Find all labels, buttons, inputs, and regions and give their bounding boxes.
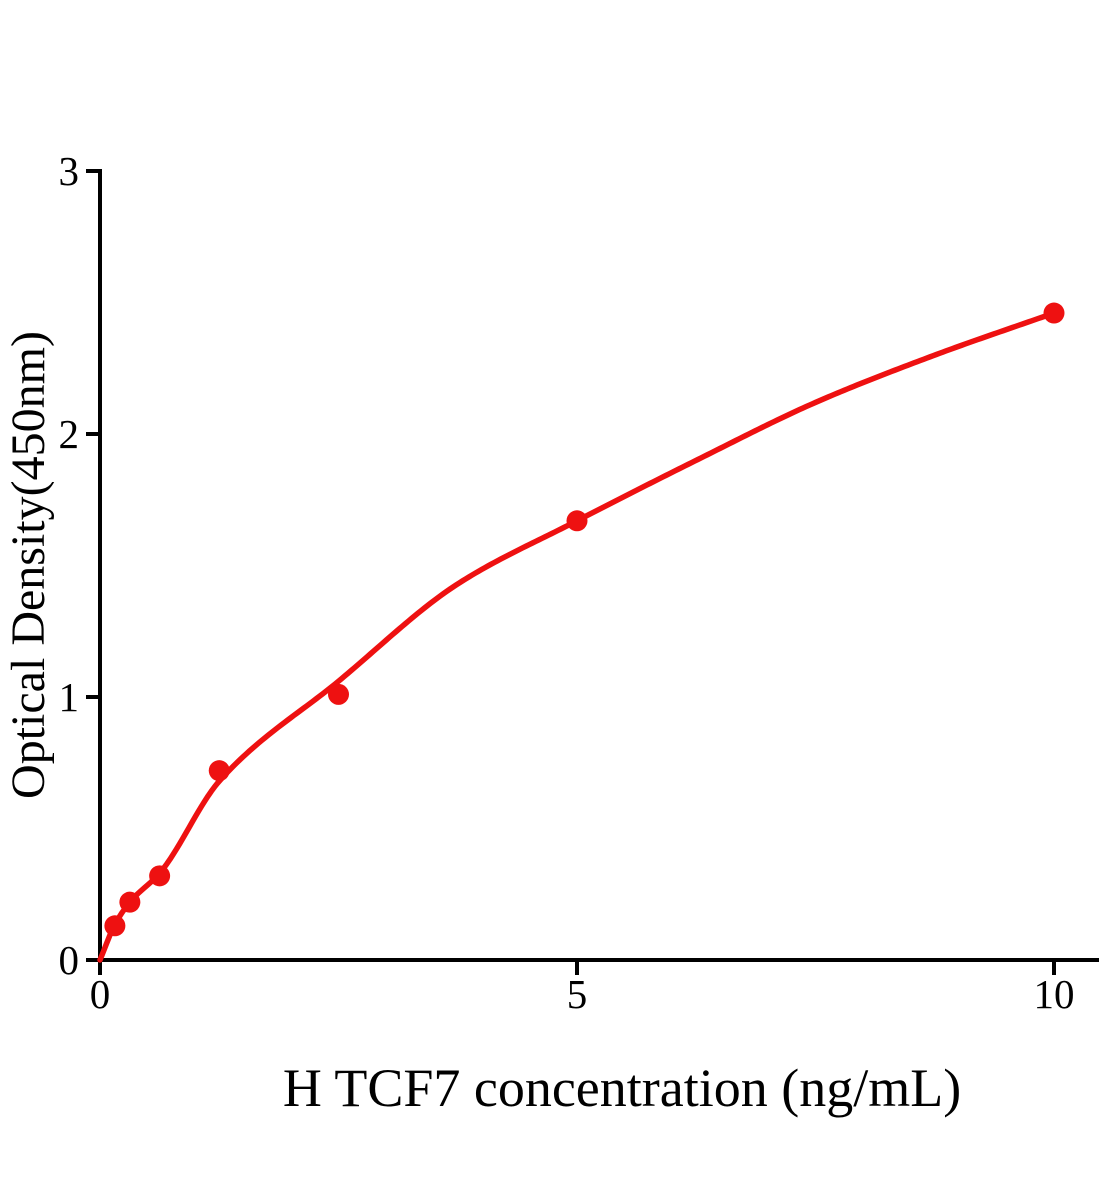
axes: 0 1 2 3 0 5 10 (59, 148, 1099, 1017)
data-point (104, 915, 126, 937)
fit-curve (97, 310, 1057, 963)
y-axis-title: Optical Density(450nm) (2, 331, 55, 799)
x-tick-label: 5 (567, 971, 588, 1017)
x-tick-label: 0 (90, 971, 111, 1017)
data-point (328, 683, 349, 705)
y-tick-label: 3 (59, 148, 80, 194)
y-tick-label: 2 (59, 411, 80, 457)
x-axis-title: H TCF7 concentration (ng/mL) (283, 1058, 961, 1118)
data-point (208, 760, 230, 782)
data-point (149, 865, 171, 887)
x-tick-label: 10 (1034, 971, 1075, 1017)
data-point (1043, 302, 1065, 324)
y-tick-label: 0 (59, 937, 80, 983)
data-point (566, 510, 588, 532)
data-points (104, 302, 1065, 937)
fit-curve-path (97, 310, 1057, 963)
data-point (119, 891, 141, 913)
y-tick-label: 1 (59, 674, 80, 720)
